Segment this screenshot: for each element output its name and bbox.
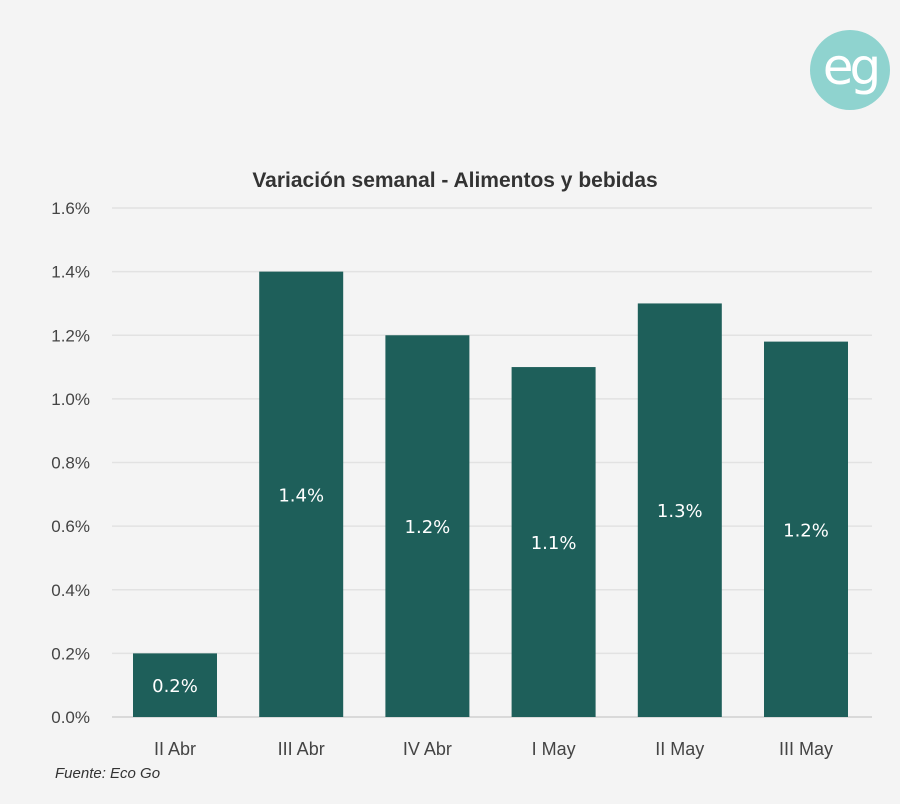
bar-value-label: 1.4% <box>278 485 324 506</box>
y-tick-label: 0.2% <box>51 644 90 663</box>
bar <box>259 271 344 717</box>
x-tick-label: IV Abr <box>403 739 452 759</box>
y-tick-label: 0.0% <box>51 708 90 727</box>
x-tick-label: III May <box>779 739 833 759</box>
bar <box>764 341 848 717</box>
x-tick-label: II May <box>655 739 704 759</box>
y-tick-label: 1.0% <box>51 390 90 409</box>
eco-go-logo: eg <box>810 30 890 110</box>
bar-value-label: 1.3% <box>657 501 703 522</box>
y-tick-label: 0.8% <box>51 454 90 473</box>
y-tick-label: 1.2% <box>51 326 90 345</box>
y-tick-label: 0.6% <box>51 517 90 536</box>
x-tick-label: I May <box>532 739 576 759</box>
x-tick-label: III Abr <box>278 739 325 759</box>
x-tick-label: II Abr <box>154 739 196 759</box>
chart-title: Variación semanal - Alimentos y bebidas <box>252 169 657 192</box>
bar <box>385 335 470 717</box>
y-tick-label: 1.6% <box>51 199 90 218</box>
bar <box>133 653 217 717</box>
y-tick-label: 1.4% <box>51 263 90 282</box>
bar <box>637 303 722 717</box>
source-note: Fuente: Eco Go <box>55 765 160 782</box>
bar <box>511 367 596 717</box>
bar-value-label: 1.2% <box>405 517 451 538</box>
y-tick-label: 0.4% <box>51 581 90 600</box>
bar-value-label: 0.2% <box>152 676 198 697</box>
bar-value-label: 1.2% <box>783 520 829 541</box>
bar-value-label: 1.1% <box>531 533 577 554</box>
